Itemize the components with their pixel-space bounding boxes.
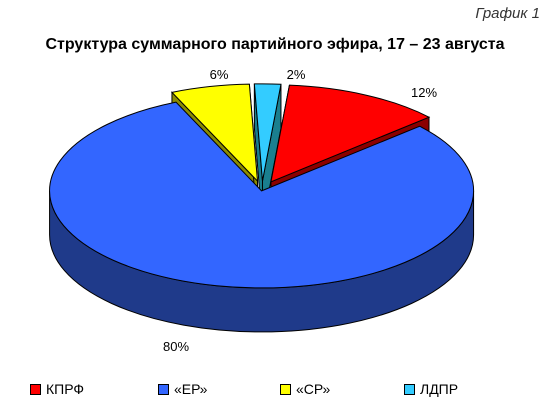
legend-label-sr: «СР» bbox=[296, 381, 331, 397]
value-label-er: 80% bbox=[163, 339, 189, 354]
slice-top-ldpr bbox=[253, 83, 282, 181]
legend-swatch-er bbox=[158, 383, 169, 395]
legend-swatch-ldpr bbox=[404, 383, 415, 395]
legend-swatch-kprf bbox=[30, 383, 41, 395]
slice-top-er bbox=[49, 101, 475, 289]
value-label-sr: 6% bbox=[210, 67, 229, 82]
legend: КПРФ «ЕР» «СР» ЛДПР bbox=[0, 381, 550, 401]
legend-label-kprf: КПРФ bbox=[46, 381, 85, 397]
legend-item-sr: «СР» bbox=[280, 381, 330, 397]
figure-number: График 1 bbox=[475, 5, 540, 22]
legend-item-ldpr: ЛДПР bbox=[404, 381, 458, 397]
legend-item-er: «ЕР» bbox=[158, 381, 207, 397]
slice-top-kprf bbox=[270, 84, 431, 183]
pie-tops bbox=[49, 83, 475, 289]
value-label-kprf: 12% bbox=[411, 85, 437, 100]
value-label-ldpr: 2% bbox=[287, 67, 306, 82]
legend-item-kprf: КПРФ bbox=[30, 381, 84, 397]
legend-label-ldpr: ЛДПР bbox=[420, 381, 459, 397]
chart-title: Структура суммарного партийного эфира, 1… bbox=[45, 36, 505, 53]
legend-swatch-sr bbox=[280, 383, 291, 395]
legend-label-er: «ЕР» bbox=[174, 381, 208, 397]
slice-top-sr bbox=[170, 83, 259, 183]
